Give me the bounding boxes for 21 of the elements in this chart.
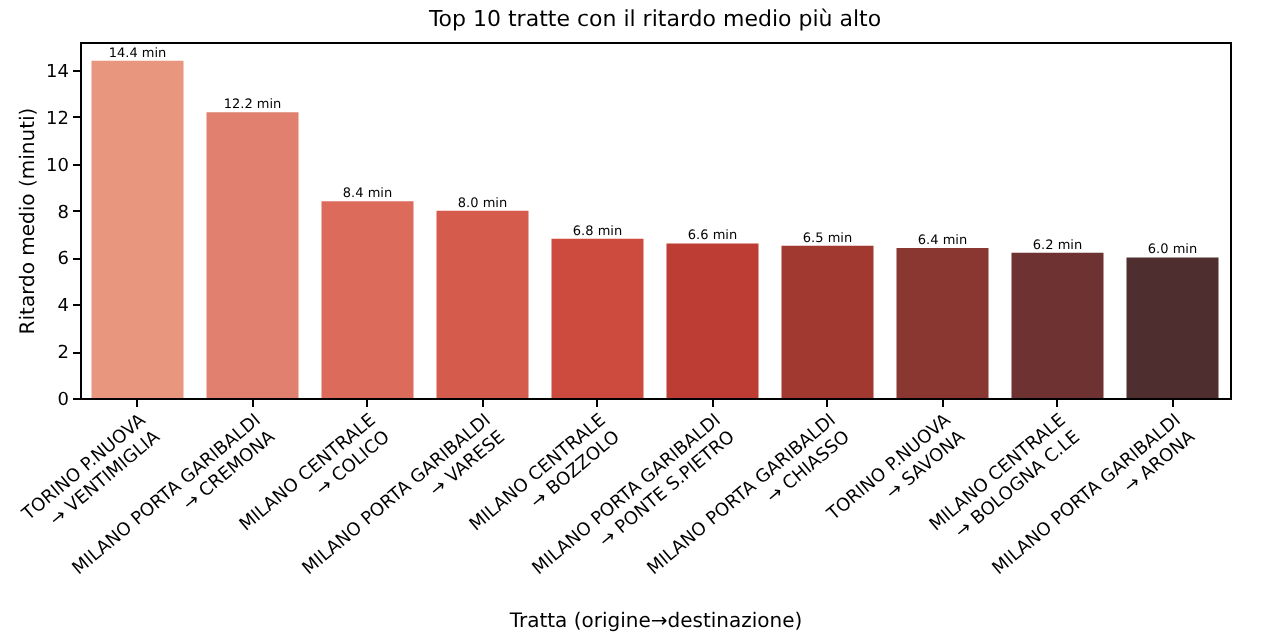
y-tick-label: 0: [57, 391, 70, 411]
bar: [91, 60, 184, 398]
bar: [781, 245, 874, 398]
y-tick-label: 14: [46, 63, 70, 84]
y-tick-label: 2: [57, 344, 69, 365]
x-axis-title: Tratta (origine→destinazione): [507, 611, 803, 634]
bar: [666, 243, 759, 398]
y-tick-label: 12: [46, 109, 69, 130]
bar: [436, 210, 529, 398]
bar: [206, 112, 299, 398]
bar: [321, 201, 414, 398]
y-tick-label: 4: [57, 297, 70, 318]
bar: [1126, 257, 1219, 398]
bar: [551, 238, 644, 398]
bar: [896, 248, 989, 398]
y-axis-title: Ritardo medio (minuti): [18, 107, 41, 335]
y-tick-label: 8: [57, 203, 70, 224]
bar: [1011, 252, 1104, 398]
y-tick-label: 6: [57, 250, 70, 271]
chart-title: Top 10 tratte con il ritardo medio più alto: [426, 6, 882, 32]
y-tick-label: 10: [46, 156, 70, 177]
